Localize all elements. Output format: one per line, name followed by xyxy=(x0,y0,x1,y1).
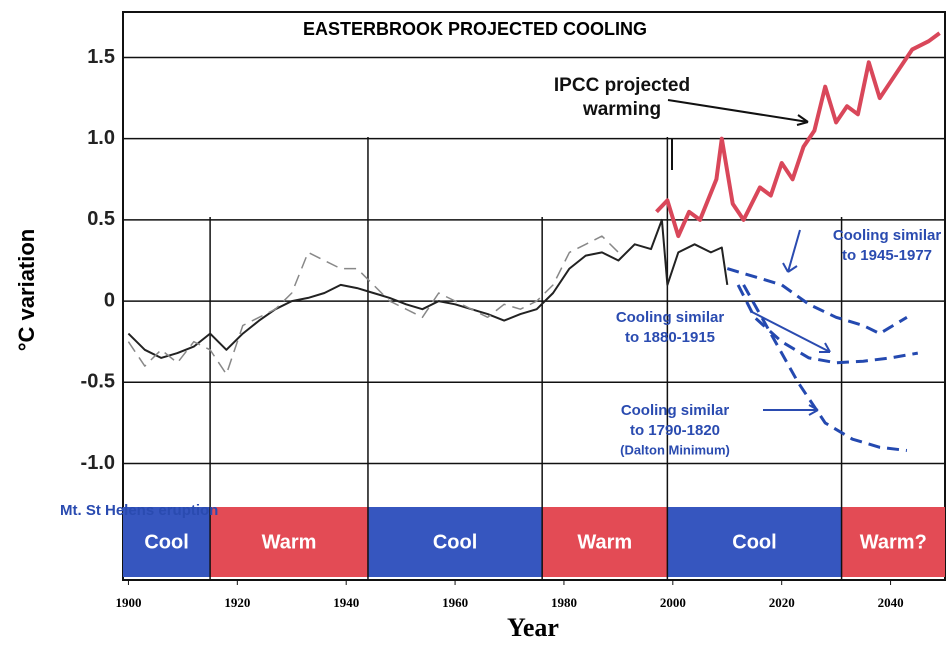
x-tick-label: 1920 xyxy=(224,595,250,610)
x-tick-label: 2020 xyxy=(769,595,795,610)
annotation: to 1880-1915 xyxy=(625,329,715,346)
x-tick-label: 1960 xyxy=(442,595,468,610)
y-axis-label: °C variation xyxy=(14,229,39,352)
y-tick-label: -0.5 xyxy=(81,371,115,393)
chart-title: EASTERBROOK PROJECTED COOLING xyxy=(303,19,647,39)
series-line xyxy=(655,31,941,239)
arrows xyxy=(667,99,831,416)
x-tick-label: 2000 xyxy=(660,595,686,610)
phase-bar xyxy=(542,507,668,577)
series-line xyxy=(127,235,619,375)
y-tick-label: 0 xyxy=(104,289,115,311)
x-tick-label: 1940 xyxy=(333,595,359,610)
x-tick-label: 1980 xyxy=(551,595,577,610)
phase-label: Cool xyxy=(433,531,477,553)
phase-bar xyxy=(667,507,842,577)
phase-label: Cool xyxy=(144,531,188,553)
phase-bar xyxy=(367,507,543,577)
y-tick-label: 1.5 xyxy=(87,46,115,68)
phase-bar xyxy=(210,507,368,577)
annotation: IPCC projected xyxy=(554,75,690,96)
x-axis-label: Year xyxy=(507,613,559,642)
phase-bar xyxy=(123,507,211,577)
x-tick-label: 2040 xyxy=(878,595,904,610)
annotation: to 1945-1977 xyxy=(842,247,932,264)
plot-frame xyxy=(122,11,946,581)
annotation: to 1790-1820 xyxy=(630,422,720,439)
y-tick-label: 1.0 xyxy=(87,127,115,149)
annotation: (Dalton Minimum) xyxy=(620,442,730,457)
phase-label: Warm xyxy=(577,531,632,553)
series-line xyxy=(726,267,908,336)
annotation: Cooling similar xyxy=(833,227,942,244)
phase-label: Cool xyxy=(732,531,776,553)
phase-bar xyxy=(841,507,945,577)
annotation: Mt. St Helens eruption xyxy=(60,502,218,519)
annotation: warming xyxy=(582,99,661,120)
x-tick-label: 1900 xyxy=(115,595,141,610)
series-line xyxy=(127,218,729,359)
y-tick-label: -1.0 xyxy=(81,452,115,474)
y-tick-label: 0.5 xyxy=(87,208,115,230)
annotation: Cooling similar xyxy=(616,309,725,326)
annotation: Cooling similar xyxy=(621,402,730,419)
series-line xyxy=(736,284,919,365)
phase-label: Warm? xyxy=(860,531,927,553)
phase-label: Warm xyxy=(262,531,317,553)
series-line xyxy=(742,284,908,452)
